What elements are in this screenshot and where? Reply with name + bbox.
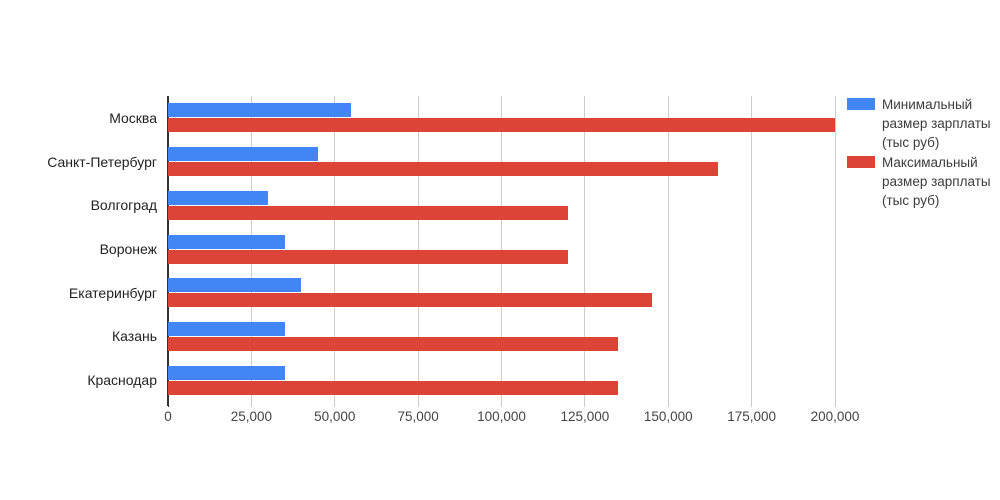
- x-tick-mark: [667, 402, 669, 407]
- category-labels: Москва Санкт-Петербург Волгоград Воронеж Ека…: [0, 96, 157, 402]
- category-row: [168, 227, 835, 271]
- category-label: Воронеж: [99, 241, 157, 258]
- x-tick-mark: [834, 402, 836, 407]
- bar-min-salary[interactable]: [168, 190, 269, 205]
- x-axis-ticks: [167, 402, 836, 407]
- category-row: [168, 183, 835, 227]
- plot-area: [168, 96, 836, 402]
- x-tick-mark: [584, 402, 586, 407]
- x-tick-mark: [417, 402, 419, 407]
- x-tick-label: 175,000: [727, 409, 777, 424]
- bar-max-salary[interactable]: [168, 162, 719, 177]
- bar-max-salary[interactable]: [168, 118, 835, 133]
- category-row: [168, 271, 835, 315]
- x-tick-mark: [167, 402, 169, 407]
- legend-swatch: [847, 156, 875, 168]
- bar-min-salary[interactable]: [168, 103, 352, 118]
- gridline: [584, 96, 586, 402]
- category-row: [168, 358, 835, 402]
- category-label: Санкт-Петербург: [47, 153, 157, 170]
- x-axis-labels: 0 25,000 50,000 75,000 100,000 125,000 150,000…: [164, 409, 859, 427]
- x-tick-mark: [250, 402, 252, 407]
- category-label: Москва: [109, 109, 157, 126]
- gridline: [250, 96, 252, 402]
- legend-label: Максимальный размер зарплаты (тыс руб): [882, 155, 991, 208]
- category-row: [168, 140, 835, 184]
- category-label: Екатеринбург: [68, 284, 157, 301]
- x-tick-mark: [501, 402, 502, 407]
- category-label: Краснодар: [87, 372, 157, 389]
- x-tick-label: 25,000: [230, 409, 273, 424]
- x-tick-label: 75,000: [397, 409, 439, 424]
- bar-max-salary[interactable]: [168, 249, 569, 264]
- legend-item-max-salary: Максимальный размер зарплаты (тыс руб): [847, 153, 997, 210]
- x-tick-label: 150,000: [643, 409, 693, 424]
- gridline: [501, 96, 502, 402]
- x-tick-mark: [751, 402, 753, 407]
- bar-min-salary[interactable]: [168, 147, 319, 162]
- gridline: [334, 96, 336, 402]
- category-row: [168, 96, 835, 140]
- gridline: [751, 96, 753, 402]
- x-tick-mark: [334, 402, 336, 407]
- bar-min-salary[interactable]: [168, 321, 285, 336]
- category-row: [168, 315, 835, 359]
- bar-max-salary[interactable]: [168, 293, 652, 308]
- category-label: Волгоград: [90, 197, 157, 214]
- bar-max-salary[interactable]: [168, 336, 619, 351]
- x-tick-label: 50,000: [314, 409, 356, 424]
- bar-min-salary[interactable]: [168, 365, 285, 380]
- x-tick-label: 0: [164, 409, 172, 424]
- x-tick-label: 200,000: [810, 409, 860, 424]
- bar-min-salary[interactable]: [168, 278, 302, 293]
- bar-max-salary[interactable]: [168, 380, 619, 395]
- legend-item-min-salary: Минимальный размер зарплаты (тыс руб): [847, 95, 997, 152]
- bar-min-salary[interactable]: [168, 234, 285, 249]
- gridline: [417, 96, 419, 402]
- legend: Минимальный размер зарплаты (тыс руб) Мак…: [847, 95, 997, 211]
- bar-max-salary[interactable]: [168, 205, 569, 220]
- bar-rows: [168, 96, 835, 402]
- x-tick-label: 100,000: [477, 409, 526, 424]
- gridline: [834, 96, 836, 402]
- x-tick-label: 125,000: [560, 409, 610, 424]
- legend-label: Минимальный размер зарплаты (тыс руб): [882, 97, 991, 150]
- legend-swatch: [847, 98, 875, 110]
- category-label: Казань: [111, 328, 157, 345]
- gridline: [667, 96, 669, 402]
